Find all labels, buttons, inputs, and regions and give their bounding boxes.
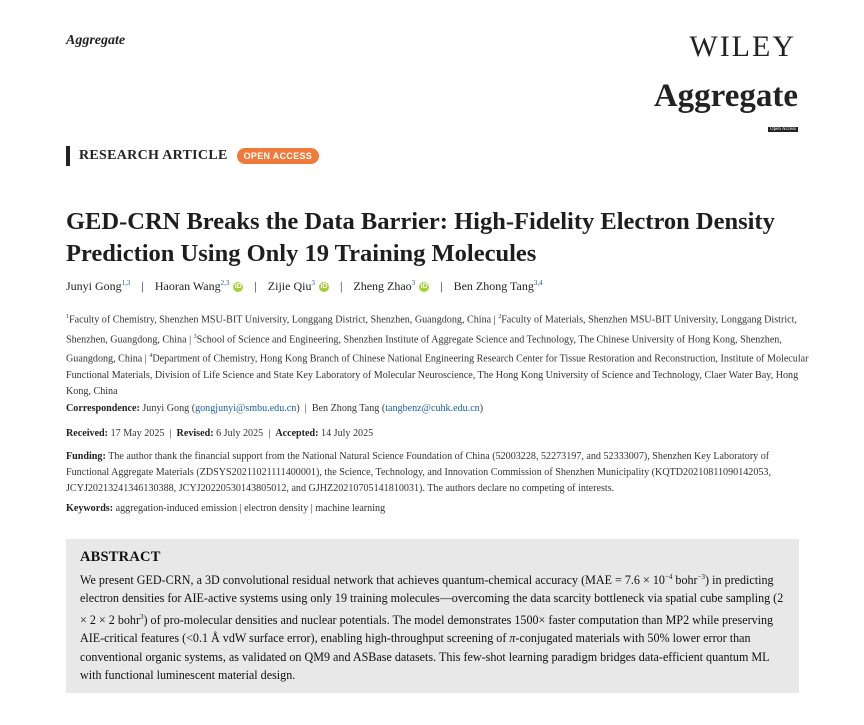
author-name[interactable]: Junyi Gong1,3	[66, 279, 131, 293]
author-name[interactable]: Zheng Zhao3 iD	[353, 279, 430, 293]
email-link[interactable]: gongjunyi@smbu.edu.cn	[195, 403, 297, 414]
open-access-badge: OPEN ACCESS	[236, 148, 320, 164]
orcid-icon[interactable]: iD	[233, 282, 244, 293]
funding-statement: Funding: The author thank the financial …	[66, 451, 772, 494]
author-separator: |	[339, 279, 343, 293]
keywords: Keywords: aggregation-induced emission |…	[66, 503, 386, 514]
author-name[interactable]: Ben Zhong Tang3,4	[453, 279, 543, 293]
funding-label: Funding:	[66, 451, 106, 462]
journal-name: Aggregate	[66, 33, 126, 48]
article-title: GED-CRN Breaks the Data Barrier: High-Fi…	[66, 208, 775, 267]
open-access-mini-badge: Open Access	[768, 127, 798, 132]
publisher-logo: WILEY	[689, 30, 796, 63]
author-name[interactable]: Haoran Wang2,3 iD	[154, 279, 244, 293]
orcid-icon[interactable]: iD	[419, 282, 430, 293]
journal-logo: Aggregate Open Access	[654, 78, 798, 148]
author-list: Junyi Gong1,3 | Haoran Wang2,3 iD | Zijie…	[66, 279, 543, 294]
abstract-heading: ABSTRACT	[80, 549, 161, 565]
author-separator: |	[141, 279, 144, 293]
author-name[interactable]: Zijie Qiu3 iD	[267, 279, 329, 293]
email-link[interactable]: tangbenz@cuhk.edu.cn	[385, 403, 480, 414]
affiliations: 1Faculty of Chemistry, Shenzhen MSU-BIT …	[66, 314, 809, 397]
correspondence: Correspondence: Junyi Gong (gongjunyi@sm…	[66, 403, 484, 414]
abstract-text: We present GED-CRN, a 3D convolutional r…	[80, 573, 784, 683]
author-separator: |	[440, 279, 443, 293]
article-type-label: RESEARCH ARTICLE	[79, 148, 228, 163]
orcid-icon[interactable]: iD	[318, 282, 329, 293]
article-dates: Received: 17 May 2025 | Revised: 6 July …	[66, 428, 374, 439]
correspondence-label: Correspondence:	[66, 403, 140, 414]
keywords-label: Keywords:	[66, 503, 114, 514]
journal-logo-text: Aggregate	[653, 78, 798, 114]
article-type-row: RESEARCH ARTICLE OPEN ACCESS	[66, 146, 320, 166]
author-separator: |	[254, 279, 257, 293]
article-type-bar	[66, 146, 70, 166]
abstract-box: ABSTRACT We present GED-CRN, a 3D convol…	[66, 539, 799, 693]
